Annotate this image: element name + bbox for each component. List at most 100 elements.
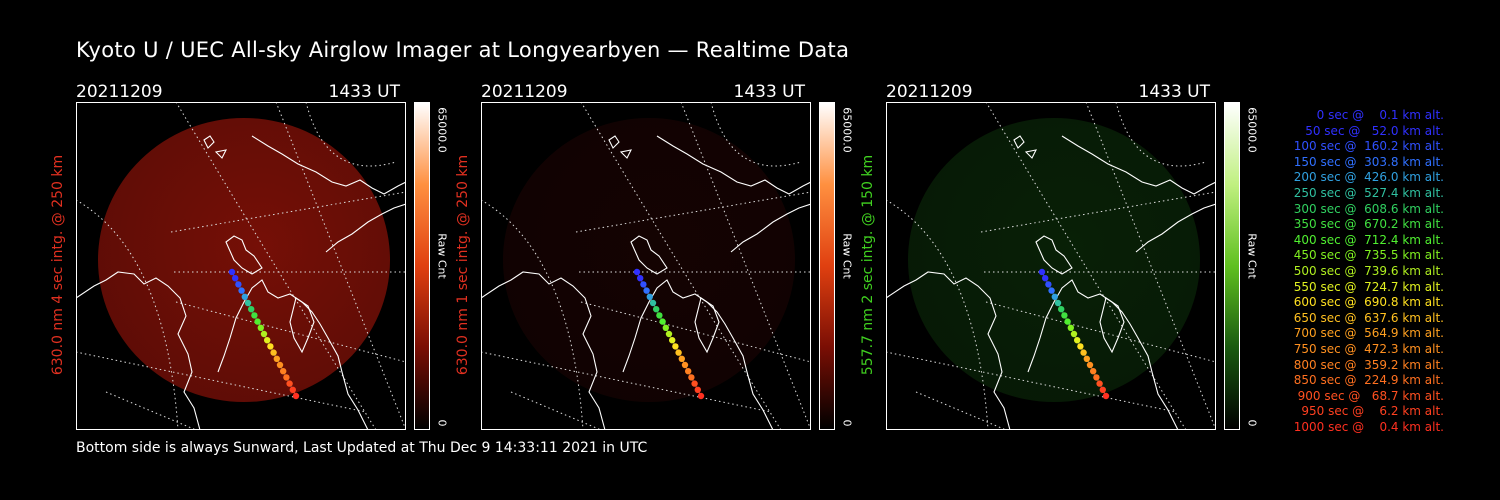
legend-row: 950 sec @ 6.2 km alt. xyxy=(1297,404,1444,419)
trajectory-point xyxy=(1074,337,1081,344)
panel-date: 20211209 xyxy=(886,82,973,102)
trajectory-point xyxy=(1054,299,1062,307)
legend-row: 900 sec @ 68.7 km alt. xyxy=(1293,388,1444,403)
trajectory-point xyxy=(633,268,641,276)
trajectory-point xyxy=(665,330,673,338)
trajectory-point xyxy=(1058,306,1065,313)
trajectory-point xyxy=(649,299,657,307)
colorbar xyxy=(819,102,835,430)
trajectory-point xyxy=(248,306,255,313)
trajectory-point xyxy=(1083,355,1090,362)
trajectory-point xyxy=(286,380,293,387)
trajectory-point xyxy=(672,343,679,350)
colorbar-unit: Raw Cnt xyxy=(435,233,449,279)
legend-row: 600 sec @ 690.8 km alt. xyxy=(1289,295,1444,310)
trajectory-point xyxy=(264,337,271,344)
trajectory-point xyxy=(1051,293,1058,300)
trajectory-point xyxy=(238,287,245,294)
trajectory-point xyxy=(1080,349,1087,356)
panel-time: 1433 UT xyxy=(1138,82,1211,102)
coastlines xyxy=(76,135,406,430)
trajectory-point xyxy=(678,355,685,362)
trajectory-point xyxy=(1099,386,1106,393)
panel-time: 1433 UT xyxy=(733,82,806,102)
legend-row: 1000 sec @ 0.4 km alt. xyxy=(1293,419,1444,434)
coordinate-grid xyxy=(76,102,406,430)
trajectory-point xyxy=(254,318,261,325)
trajectory-point xyxy=(640,281,647,288)
colorbar xyxy=(414,102,430,430)
trajectory-point xyxy=(646,293,653,300)
trajectory-point xyxy=(235,281,242,288)
trajectory-point xyxy=(675,349,682,356)
colorbar-unit: Raw Cnt xyxy=(840,233,854,279)
trajectory xyxy=(633,268,705,400)
panel-630-4s: 20211209 1433 UT 630.0 nm 4 sec intg. @ … xyxy=(50,80,486,430)
panel-date: 20211209 xyxy=(481,82,568,102)
colorbar-min: 0 xyxy=(435,419,449,427)
airglow-image xyxy=(503,118,795,402)
legend-row: 850 sec @ 224.9 km alt. xyxy=(1289,373,1444,388)
panel-ylabel: 557.7 nm 2 sec intg. @ 150 km xyxy=(860,154,876,376)
legend-row: 300 sec @ 608.6 km alt. xyxy=(1289,201,1444,216)
trajectory-point xyxy=(276,361,284,369)
trajectory-point xyxy=(1077,343,1084,350)
airglow-image xyxy=(98,118,390,402)
trajectory-point xyxy=(270,349,277,356)
trajectory-point xyxy=(1064,318,1071,325)
panel-557-2s: 20211209 1433 UT 557.7 nm 2 sec intg. @ … xyxy=(860,80,1296,430)
coordinate-grid xyxy=(886,102,1216,430)
panel-ylabel: 630.0 nm 4 sec intg. @ 250 km xyxy=(50,154,66,376)
trajectory-point xyxy=(241,293,248,300)
colorbar-max: 65000.0 xyxy=(1245,107,1259,153)
page-title: Kyoto U / UEC All-sky Airglow Imager at … xyxy=(76,38,850,62)
legend-row: 50 sec @ 52.0 km alt. xyxy=(1297,123,1444,138)
trajectory-point xyxy=(289,386,296,393)
legend-row: 650 sec @ 637.6 km alt. xyxy=(1289,310,1444,325)
trajectory-point xyxy=(260,330,268,338)
trajectory-point xyxy=(643,287,650,294)
trajectory-point xyxy=(1096,380,1103,387)
trajectory-point xyxy=(280,368,287,375)
legend-row: 150 sec @ 303.8 km alt. xyxy=(1289,154,1444,169)
trajectory-point xyxy=(1070,330,1078,338)
trajectory-point xyxy=(694,386,701,393)
trajectory-point xyxy=(1042,275,1049,282)
legend-row: 400 sec @ 712.4 km alt. xyxy=(1289,232,1444,247)
trajectory-point xyxy=(1102,392,1110,400)
trajectory-point xyxy=(653,306,660,313)
panel-ylabel: 630.0 nm 1 sec intg. @ 250 km xyxy=(455,154,471,376)
trajectory-point xyxy=(244,299,252,307)
trajectory-point xyxy=(1093,374,1100,381)
coordinate-grid xyxy=(481,102,811,430)
legend-row: 800 sec @ 359.2 km alt. xyxy=(1289,357,1444,372)
trajectory-point xyxy=(267,343,274,350)
coastlines xyxy=(886,135,1216,430)
allsky-image xyxy=(886,102,1216,430)
trajectory-point xyxy=(637,275,644,282)
trajectory-point xyxy=(659,318,666,325)
trajectory-legend: 0 sec @ 0.1 km alt. 50 sec @ 52.0 km alt… xyxy=(1262,108,1444,435)
footer-note: Bottom side is always Sunward, Last Upda… xyxy=(76,440,648,456)
trajectory-point xyxy=(656,312,663,319)
legend-row: 750 sec @ 472.3 km alt. xyxy=(1289,341,1444,356)
trajectory-point xyxy=(1045,281,1052,288)
trajectory-point xyxy=(669,337,676,344)
allsky-image xyxy=(76,102,406,430)
trajectory xyxy=(1038,268,1110,400)
legend-row: 250 sec @ 527.4 km alt. xyxy=(1289,185,1444,200)
trajectory-point xyxy=(1061,312,1068,319)
trajectory-point xyxy=(292,392,300,400)
legend-row: 450 sec @ 735.5 km alt. xyxy=(1289,248,1444,263)
legend-row: 0 sec @ 0.1 km alt. xyxy=(1305,108,1444,122)
panel-date: 20211209 xyxy=(76,82,163,102)
panel-time: 1433 UT xyxy=(328,82,401,102)
trajectory xyxy=(228,268,300,400)
trajectory-point xyxy=(681,361,689,369)
colorbar-unit: Raw Cnt xyxy=(1245,233,1259,279)
legend-row: 350 sec @ 670.2 km alt. xyxy=(1289,217,1444,232)
trajectory-point xyxy=(688,374,695,381)
allsky-image xyxy=(481,102,811,430)
airglow-image xyxy=(908,118,1200,402)
colorbar-max: 65000.0 xyxy=(840,107,854,153)
